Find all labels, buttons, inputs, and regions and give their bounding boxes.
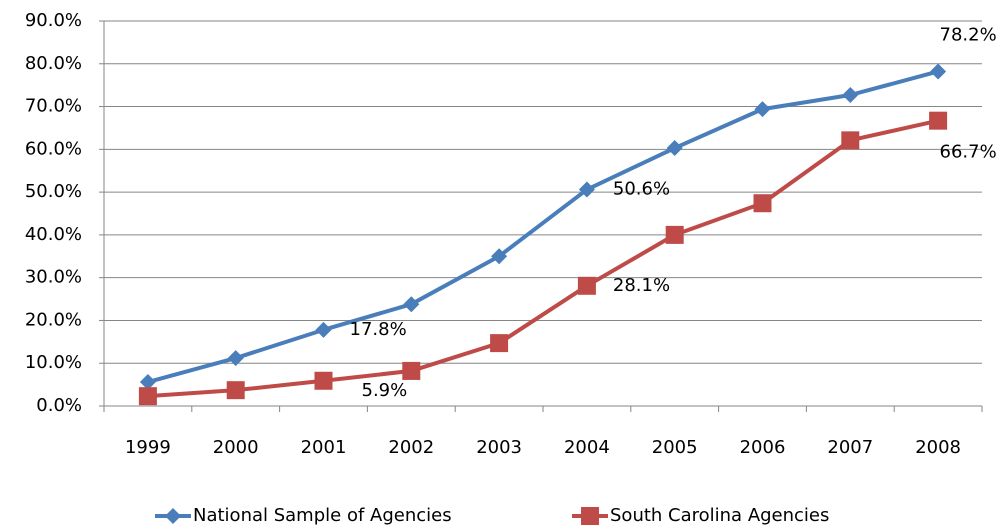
- data-point: [929, 111, 948, 130]
- data-label: 78.2%: [940, 24, 997, 45]
- y-tick-label: 0.0%: [36, 395, 82, 416]
- data-label: 50.6%: [613, 179, 670, 200]
- y-tick-label: 70.0%: [25, 96, 82, 117]
- data-point: [226, 381, 245, 400]
- x-tick-label: 2000: [213, 437, 259, 458]
- x-tick-label: 2004: [564, 437, 610, 458]
- data-point: [491, 248, 508, 265]
- data-point: [841, 131, 860, 150]
- y-tick-label: 50.0%: [25, 181, 82, 202]
- data-point: [842, 87, 859, 104]
- data-point: [577, 276, 596, 295]
- data-label: 17.8%: [350, 319, 407, 340]
- legend-marker: [581, 507, 599, 525]
- data-point: [666, 140, 683, 157]
- y-tick-label: 90.0%: [25, 10, 82, 31]
- x-tick-label: 2001: [301, 437, 347, 458]
- data-point: [139, 374, 156, 391]
- data-point: [315, 321, 332, 338]
- data-point: [402, 361, 421, 380]
- y-tick-label: 80.0%: [25, 53, 82, 74]
- data-point: [754, 101, 771, 118]
- x-tick-label: 2003: [476, 437, 522, 458]
- data-point: [314, 371, 333, 390]
- data-label: 66.7%: [940, 142, 997, 163]
- data-point: [403, 296, 420, 313]
- series-line: [147, 69, 939, 384]
- legend-label: South Carolina Agencies: [610, 505, 829, 526]
- series-line: [147, 118, 939, 399]
- legend-marker: [165, 508, 181, 524]
- data-point: [227, 350, 244, 367]
- data-point: [578, 181, 595, 198]
- y-tick-label: 60.0%: [25, 138, 82, 159]
- y-tick-label: 40.0%: [25, 224, 82, 245]
- y-tick-label: 10.0%: [25, 352, 82, 373]
- x-tick-label: 2008: [915, 437, 961, 458]
- data-label: 5.9%: [362, 380, 408, 401]
- data-point: [138, 387, 157, 406]
- x-tick-label: 2007: [827, 437, 873, 458]
- x-tick-label: 2002: [388, 437, 434, 458]
- data-label: 28.1%: [613, 275, 670, 296]
- x-tick-label: 2005: [652, 437, 698, 458]
- data-point: [665, 225, 684, 244]
- data-point: [753, 194, 772, 213]
- data-point: [490, 334, 509, 353]
- data-point: [930, 63, 947, 80]
- y-tick-label: 20.0%: [25, 309, 82, 330]
- legend-label: National Sample of Agencies: [193, 505, 452, 526]
- y-tick-label: 30.0%: [25, 267, 82, 288]
- x-tick-label: 2006: [740, 437, 786, 458]
- x-tick-label: 1999: [125, 437, 171, 458]
